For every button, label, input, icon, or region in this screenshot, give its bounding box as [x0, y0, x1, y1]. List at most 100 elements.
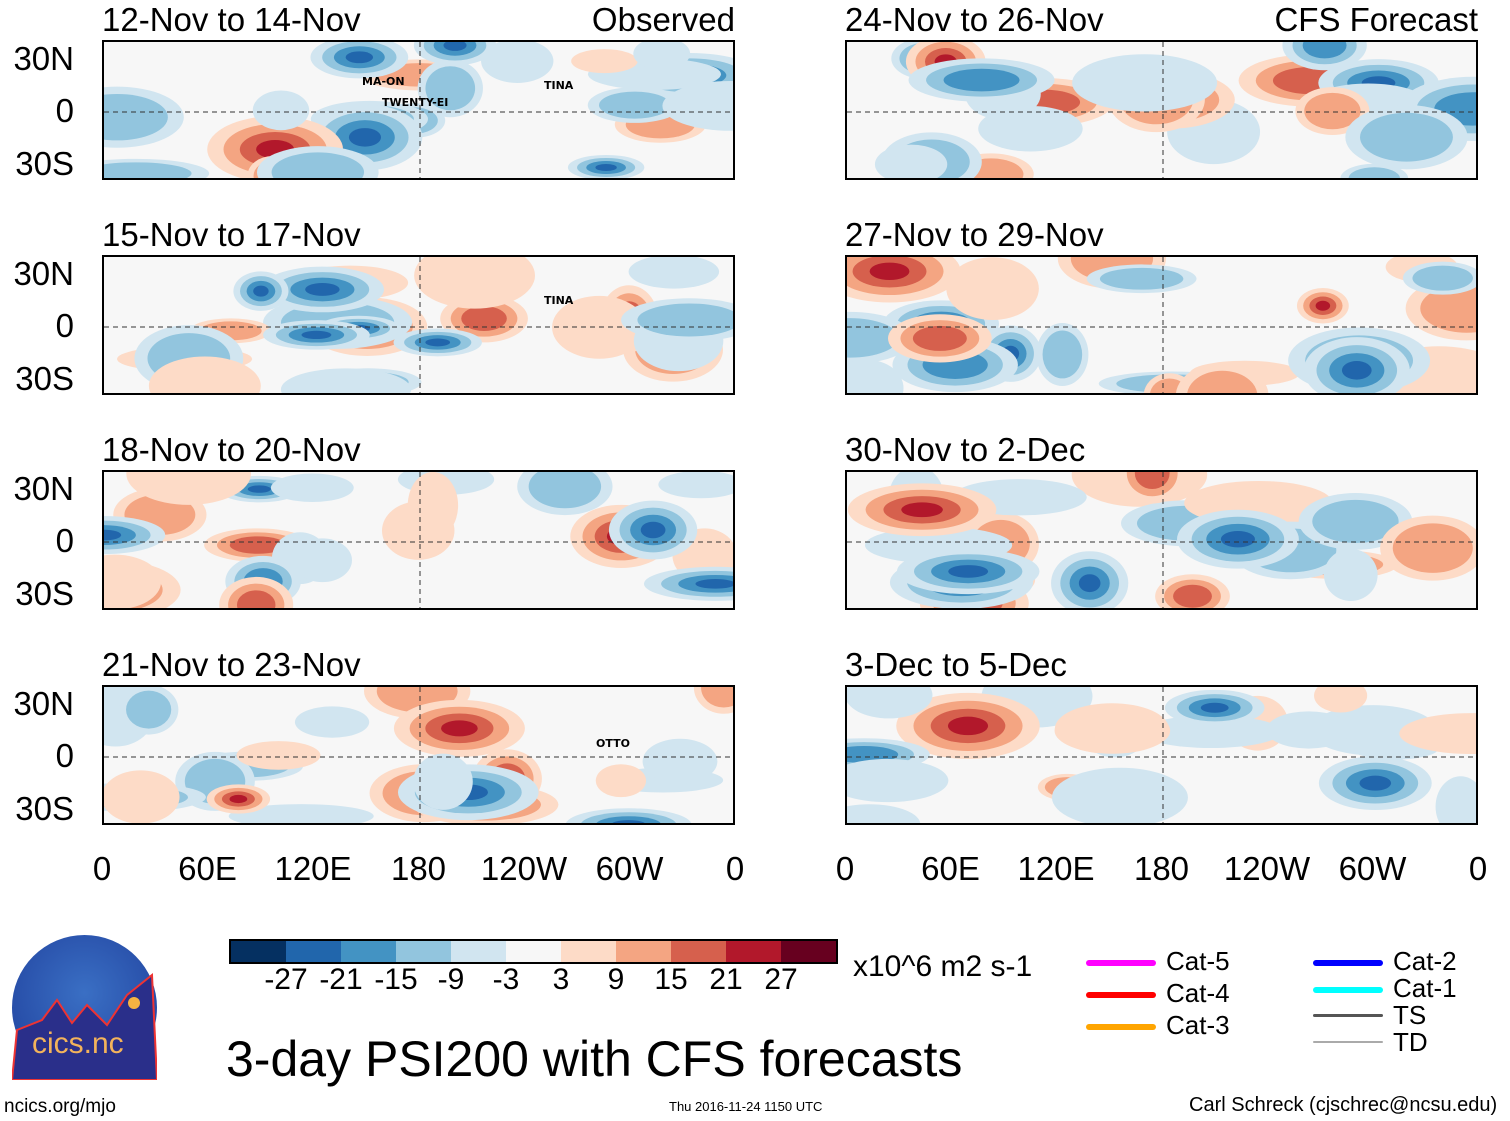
- footer-url[interactable]: ncics.org/mjo: [4, 1096, 116, 1117]
- anomaly-contour: [1078, 574, 1101, 593]
- anomaly-contour: [642, 738, 718, 784]
- anomaly-contour: [596, 816, 661, 823]
- anomaly-contour: [571, 49, 638, 74]
- anomaly-contour: [236, 590, 276, 608]
- lat-label: 30N: [13, 40, 74, 77]
- colorbar-tick: -21: [319, 963, 363, 996]
- lon-label: 180: [390, 850, 447, 887]
- anomaly-contour: [104, 770, 180, 823]
- anomaly-contour: [640, 521, 666, 539]
- colorbar-swatch: [616, 941, 671, 962]
- anomaly-contour: [1341, 361, 1372, 380]
- colorbar-units: x10^6 m2 s-1: [853, 950, 1033, 983]
- figure-title: 3-day PSI200 with CFS forecasts: [226, 1031, 963, 1087]
- map-panel: [845, 40, 1478, 180]
- lon-label: 0: [1468, 850, 1488, 887]
- legend-label: Cat-1: [1393, 973, 1457, 1003]
- anomaly-contour: [348, 128, 382, 147]
- anomaly-contour: [104, 529, 122, 541]
- legend-line: [1086, 960, 1156, 966]
- lat-label: 30S: [15, 145, 74, 182]
- anomaly-contour: [701, 687, 733, 708]
- anomaly-contour: [228, 804, 374, 823]
- lon-label: 180: [1133, 850, 1190, 887]
- anomaly-contour: [847, 746, 899, 763]
- storm-label: MA-ON: [362, 75, 405, 88]
- anomaly-contour: [1323, 548, 1378, 602]
- anomaly-contour: [126, 472, 251, 505]
- cics-logo: cics.nc: [12, 935, 157, 1080]
- colorbar-swatch: [726, 941, 781, 962]
- lat-label: 0: [55, 522, 74, 559]
- lat-label: 0: [55, 737, 74, 774]
- anomaly-contour: [847, 359, 904, 393]
- colorbar-tick: -3: [492, 963, 520, 996]
- panel-title: 18-Nov to 20-Nov: [102, 431, 361, 468]
- anomaly-contour: [1200, 702, 1229, 713]
- anomaly-contour: [847, 758, 949, 803]
- lat-label: 30N: [13, 255, 74, 292]
- colorbar-swatch: [671, 941, 726, 962]
- colorbar-tick: -9: [437, 963, 465, 996]
- anomaly-contour: [270, 473, 354, 503]
- anomaly-contour: [126, 690, 172, 729]
- legend-line: [1313, 1014, 1383, 1017]
- anomaly-contour: [1412, 265, 1473, 291]
- colorbar-swatch: [396, 941, 451, 962]
- anomaly-contour: [528, 472, 602, 509]
- colorbar: [229, 939, 838, 964]
- anomaly-contour: [1042, 330, 1083, 379]
- legend-label: Cat-4: [1166, 978, 1230, 1008]
- lon-label: 120E: [1017, 850, 1095, 887]
- anomaly-contour: [1360, 112, 1453, 162]
- map-panel: MA-ON TWENTY-EI TINA: [102, 40, 735, 180]
- footer-timestamp: Thu 2016-11-24 1150 UTC: [669, 1099, 823, 1114]
- map-panel: [102, 470, 735, 610]
- anomaly-contour: [1399, 713, 1476, 754]
- lon-label: 0: [92, 850, 112, 887]
- colorbar-tick: 3: [552, 963, 570, 996]
- anomaly-contour: [414, 257, 535, 309]
- anomaly-contour: [253, 285, 269, 297]
- anomaly-contour: [1134, 472, 1170, 490]
- colorbar-swatch: [231, 941, 286, 962]
- anomaly-contour: [247, 485, 271, 493]
- legend-label: TD: [1393, 1027, 1428, 1057]
- map-panel: [845, 470, 1478, 610]
- anomaly-contour: [633, 42, 691, 70]
- anomaly-contour: [869, 262, 910, 281]
- lat-label: 0: [55, 307, 74, 344]
- anomaly-contour: [1312, 499, 1399, 543]
- footer-author: Carl Schreck (cjschrec@ncsu.edu): [1189, 1094, 1498, 1116]
- anomaly-contour: [345, 51, 374, 64]
- legend-line: [1313, 960, 1383, 966]
- panel-title: 3-Dec to 5-Dec: [845, 646, 1067, 683]
- legend-label: Cat-3: [1166, 1010, 1230, 1040]
- anomaly-contour: [1051, 767, 1188, 823]
- anomaly-contour: [901, 502, 943, 518]
- panel-tag: CFS Forecast: [1274, 1, 1478, 38]
- anomaly-contour: [236, 741, 321, 770]
- anomaly-contour: [1392, 523, 1473, 573]
- lon-label: 60E: [921, 850, 980, 887]
- anomaly-contour: [595, 764, 647, 798]
- lon-label: 0: [835, 850, 855, 887]
- colorbar-swatch: [561, 941, 616, 962]
- anomaly-contour: [1266, 711, 1351, 749]
- anomaly-contour: [461, 306, 507, 331]
- lon-label: 120W: [1223, 850, 1311, 887]
- lat-label: 0: [55, 92, 74, 129]
- colorbar-swatch: [341, 941, 396, 962]
- anomaly-contour: [441, 720, 478, 737]
- anomaly-contour: [946, 257, 1039, 321]
- anomaly-contour: [292, 538, 353, 583]
- anomaly-contour: [104, 93, 168, 141]
- lat-label: 30S: [15, 575, 74, 612]
- anomaly-contour: [1054, 707, 1171, 754]
- anomaly-contour: [599, 91, 671, 119]
- map-panel: TINA: [102, 255, 735, 395]
- anomaly-contour: [1435, 776, 1476, 823]
- anomaly-contour: [148, 356, 261, 393]
- anomaly-contour: [637, 303, 733, 337]
- legend-label: TS: [1393, 1000, 1427, 1030]
